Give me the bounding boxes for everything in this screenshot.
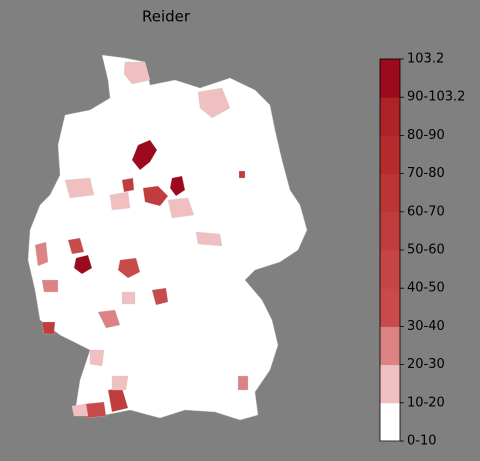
colorbar-tick-label: 103.2 [407,52,444,67]
colorbar-tick-label: 90-103.2 [407,90,465,105]
colorbar-tick-label: 40-50 [407,281,445,296]
colorbar: 0-10 10-20 20-30 30-40 40-50 50-60 60-70 70-80 8… [379,52,465,449]
district [142,185,169,207]
district [109,191,131,211]
district [131,139,158,171]
colorbar-tick-label: 50-60 [407,243,445,258]
district [34,241,49,267]
district [41,279,59,293]
district [117,257,141,279]
colorbar-band [380,135,400,175]
colorbar-band [380,402,400,442]
colorbar-tick-label: 80-90 [407,128,445,143]
colorbar-tick-label: 70-80 [407,166,445,181]
colorbar-band [380,173,400,213]
district [41,321,56,335]
germany-map [27,54,308,421]
colorbar-band [380,250,400,289]
colorbar-band [380,59,400,98]
district [89,349,105,367]
district [97,309,121,329]
district [195,231,223,247]
district [73,254,93,275]
district [238,170,246,179]
colorbar-tick-label: 60-70 [407,204,445,219]
country-outline [27,54,308,421]
colorbar-tick-label: 0-10 [407,434,437,449]
districts [34,61,249,419]
district [151,287,169,306]
district [64,177,95,199]
district [71,403,89,417]
colorbar-band [380,326,400,366]
district [123,61,151,85]
district [67,237,85,255]
colorbar-band [380,288,400,327]
colorbar-tick-label: 30-40 [407,319,445,334]
district [111,375,129,391]
district [121,291,136,305]
colorbar-tick-label: 10-20 [407,395,445,410]
district [237,375,249,391]
colorbar-band [380,364,400,404]
map-title: Reider [142,8,191,26]
district [169,175,186,197]
colorbar-tick-label: 20-30 [407,357,445,372]
colorbar-band [380,211,400,251]
colorbar-band [380,97,400,136]
district [167,197,195,219]
district [121,177,135,193]
district [197,87,231,119]
